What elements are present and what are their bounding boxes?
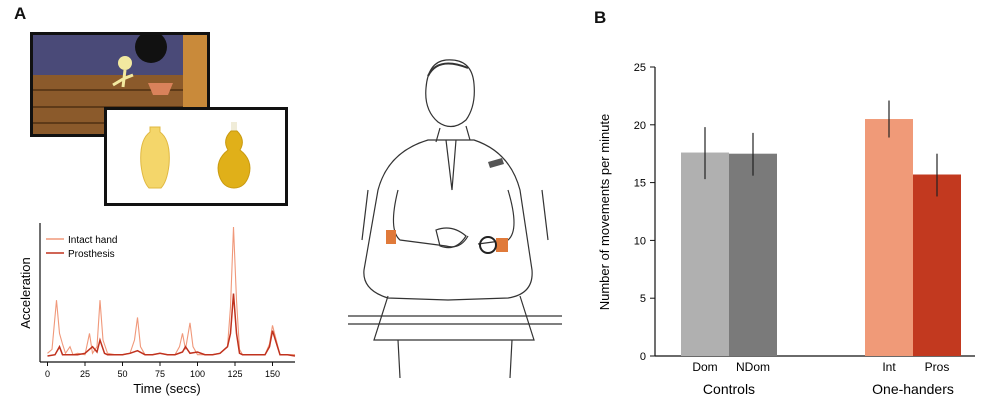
acceleration-x-tick-label: 100 <box>190 369 205 379</box>
bar-y-label: Number of movements per minute <box>597 114 612 311</box>
movements-bar-chart: 0 5 10 15 20 25 Dom NDom Controls Int Pros One-han… <box>597 62 975 397</box>
bar-ndom <box>729 153 777 356</box>
acceleration-legend: Intact hand Prosthesis <box>46 235 117 260</box>
bar-y-tick-label: 15 <box>634 178 646 190</box>
bar-y-tick-label: 5 <box>640 293 646 305</box>
bar-label-ndom: NDom <box>736 360 770 374</box>
bar-marks: Dom NDom Controls Int Pros One-handers <box>681 100 961 397</box>
acceleration-x-tick-label: 0 <box>45 369 50 379</box>
bar-y-ticks: 0 5 10 15 20 25 <box>634 62 655 363</box>
acceleration-x-tick-label: 75 <box>155 369 165 379</box>
acceleration-series-intact <box>47 226 295 356</box>
acceleration-x-ticks: 0 25 50 75 100 125 150 <box>45 362 280 379</box>
panel-label-a: A <box>14 4 27 23</box>
bar-label-dom: Dom <box>692 360 717 374</box>
bar-dom <box>681 152 729 356</box>
acceleration-x-tick-label: 150 <box>265 369 280 379</box>
bar-int <box>865 119 913 357</box>
bar-pros <box>913 174 961 356</box>
acceleration-x-tick-label: 125 <box>227 369 242 379</box>
group-label-0: Controls <box>703 381 755 397</box>
acceleration-x-tick-label: 50 <box>117 369 127 379</box>
acceleration-x-tick-label: 25 <box>80 369 90 379</box>
bar-label-pros: Pros <box>925 360 950 374</box>
acceleration-y-label: Acceleration <box>18 257 33 329</box>
bar-y-tick-label: 20 <box>634 120 646 132</box>
acceleration-chart: 0 25 50 75 100 125 150 Time (secs) Acceleratio… <box>18 223 296 396</box>
participant-sketch-image <box>348 59 562 379</box>
legend-label-prosthesis: Prosthesis <box>68 249 115 260</box>
acceleration-series-prosthesis <box>47 293 296 357</box>
bar-y-tick-label: 10 <box>634 235 646 247</box>
vases-drawing <box>140 122 251 189</box>
bar-label-int: Int <box>882 360 896 374</box>
acceleration-plot-area <box>47 226 296 357</box>
vases-image <box>104 107 288 206</box>
group-label-1: One-handers <box>872 381 954 397</box>
panel-label-b: B <box>594 8 607 27</box>
legend-label-intact: Intact hand <box>68 235 117 246</box>
bar-y-tick-label: 0 <box>640 351 646 363</box>
acceleration-x-label: Time (secs) <box>133 381 200 396</box>
bar-y-tick-label: 25 <box>634 62 646 74</box>
